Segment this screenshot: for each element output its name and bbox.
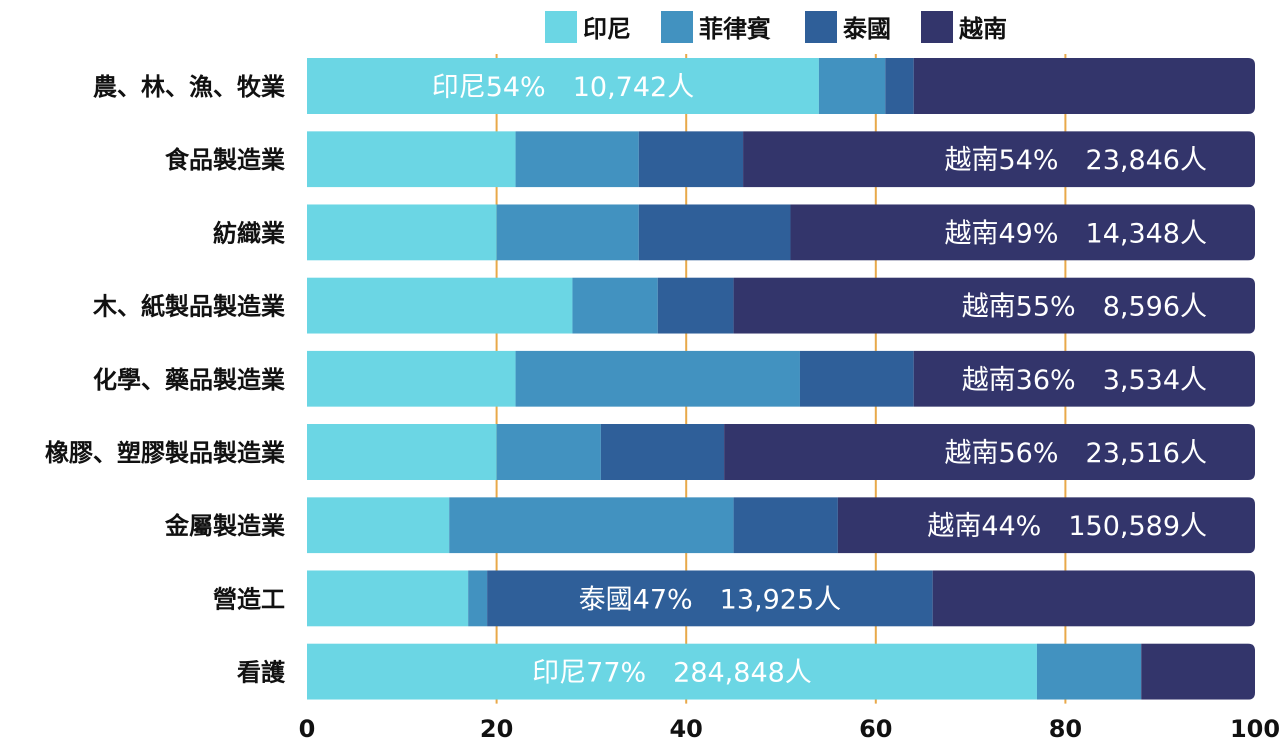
bar-row	[307, 570, 1255, 627]
bar-segment	[468, 570, 488, 627]
bar-segment	[307, 277, 573, 334]
x-tick-label: 40	[669, 715, 702, 743]
bar-segment	[733, 497, 838, 554]
bar-data-label: 印尼77% 284,848人	[532, 658, 812, 689]
bar-segment	[307, 497, 450, 554]
legend-label: 泰國	[843, 15, 891, 43]
bar-data-label: 泰國47% 13,925人	[579, 584, 842, 615]
x-tick-label: 100	[1230, 715, 1280, 743]
bar-data-label: 越南44% 150,589人	[927, 511, 1207, 542]
legend-label: 越南	[959, 15, 1007, 43]
bar-segment	[657, 277, 734, 334]
bar-segment	[932, 570, 1255, 627]
category-labels: 農、林、漁、牧業食品製造業紡織業木、紙製品製造業化學、藥品製造業橡膠、塑膠製品製…	[45, 73, 286, 687]
bar-segment	[572, 277, 658, 334]
category-label: 農、林、漁、牧業	[93, 73, 285, 101]
bar-segment	[307, 204, 497, 261]
legend-label: 菲律賓	[699, 15, 771, 43]
bar-segment	[307, 58, 819, 114]
bar-segment	[638, 204, 791, 261]
bar-data-label: 越南36% 3,534人	[962, 365, 1207, 396]
bar-segment	[307, 570, 469, 627]
bar-data-label: 越南56% 23,516人	[945, 438, 1208, 469]
category-label: 看護	[237, 659, 286, 687]
bar-segment	[496, 424, 601, 480]
legend-swatch	[545, 11, 577, 43]
bar-segment	[724, 424, 1255, 480]
bar-row	[307, 131, 1255, 188]
bar-segment	[307, 643, 1037, 700]
x-tick-label: 0	[299, 715, 316, 743]
category-label: 食品製造業	[165, 146, 285, 174]
bar-segment	[307, 424, 497, 480]
bar-segment	[913, 350, 1255, 407]
bar-data-label: 印尼54% 10,742人	[432, 72, 695, 103]
legend-swatch	[805, 11, 837, 43]
bar-segment	[913, 58, 1255, 114]
bar-segment	[818, 58, 886, 114]
bar-segment	[600, 424, 725, 480]
bar-segment	[790, 204, 1255, 261]
category-label: 金屬製造業	[164, 512, 285, 540]
x-tick-label: 60	[859, 715, 892, 743]
bar-segment	[1141, 643, 1255, 700]
category-label: 紡織業	[213, 219, 285, 247]
bar-row	[307, 58, 1255, 114]
bar-row	[307, 204, 1255, 261]
bar-segment	[307, 131, 516, 188]
bar-row	[307, 424, 1255, 480]
category-label: 化學、藥品製造業	[93, 366, 285, 394]
bar-segment	[487, 570, 933, 627]
bar-segment	[743, 131, 1255, 188]
bar-row	[307, 277, 1255, 334]
bar-row	[307, 350, 1255, 407]
bar-segment	[449, 497, 734, 554]
bar-row	[307, 643, 1255, 700]
bars	[307, 58, 1255, 700]
bar-segment	[733, 277, 1255, 334]
bar-segment	[1036, 643, 1142, 700]
bar-data-label: 越南49% 14,348人	[945, 218, 1208, 249]
bar-data-label: 越南55% 8,596人	[962, 292, 1207, 323]
category-label: 營造工	[213, 585, 285, 613]
category-label: 橡膠、塑膠製品製造業	[45, 439, 285, 467]
bar-segment	[638, 131, 744, 188]
bar-segment	[515, 131, 639, 188]
bar-segment	[799, 350, 914, 407]
bar-segment	[515, 350, 800, 407]
bar-segment	[307, 350, 516, 407]
x-axis-ticks: 0 20 40 60 80 100	[299, 715, 1280, 743]
bar-segment	[837, 497, 1255, 554]
bar-segment	[496, 204, 639, 261]
category-label: 木、紙製品製造業	[92, 293, 285, 321]
bar-data-label: 越南54% 23,846人	[945, 145, 1208, 176]
bar-segment	[885, 58, 914, 114]
x-tick-label: 20	[480, 715, 513, 743]
x-tick-label: 80	[1049, 715, 1082, 743]
legend-swatch	[921, 11, 953, 43]
legend-swatch	[661, 11, 693, 43]
legend: 印尼 菲律賓 泰國 越南	[545, 11, 1007, 43]
legend-label: 印尼	[583, 15, 631, 43]
bar-row	[307, 497, 1255, 554]
